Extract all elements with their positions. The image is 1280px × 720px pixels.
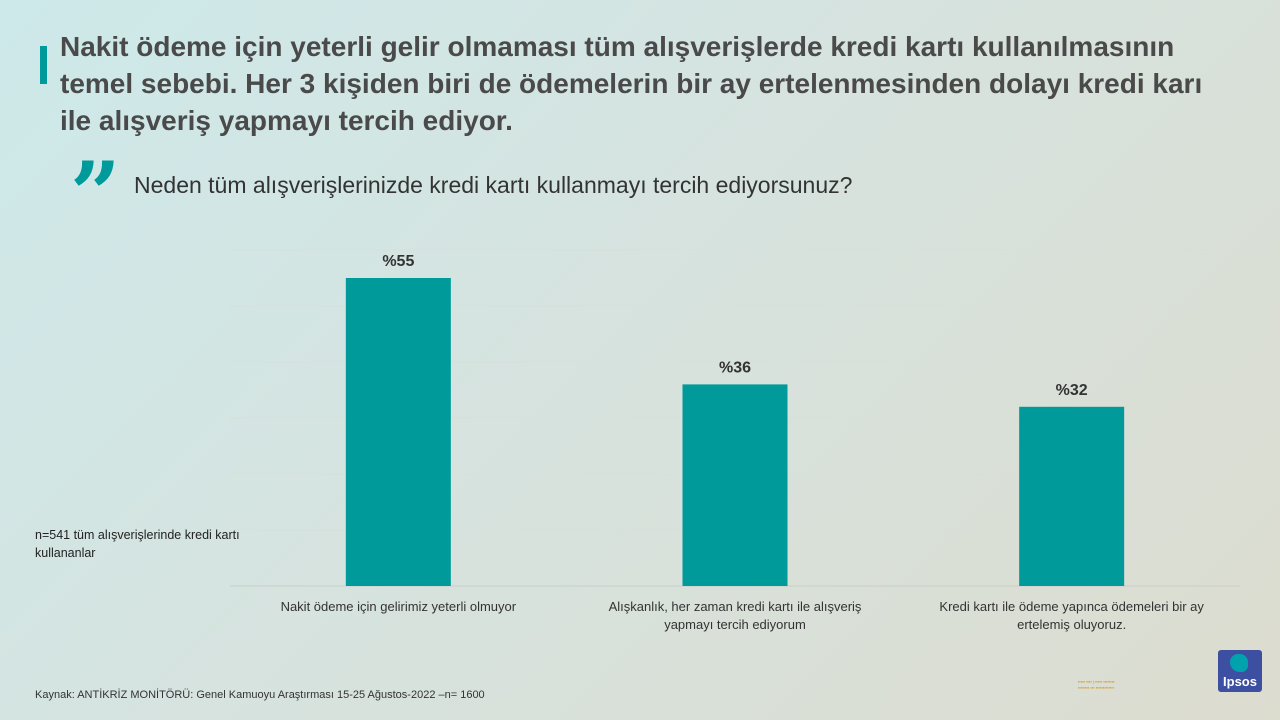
quote-icon: ” [70,142,121,246]
category-label: Nakit ödeme için gelirimiz yeterli olmuy… [281,599,517,614]
title-accent-bar [40,46,47,84]
bar [345,278,451,586]
logo-mark-icon [1230,654,1248,672]
source-note: Kaynak: ANTİKRİZ MONİTÖRÜ: Genel Kamuoyu… [35,689,485,701]
category-label: Alışkanlık, her zaman kredi kartı ile al… [609,599,862,614]
tiny-footer-note: ▪▪▪▪▪ ▪▪▪▪ | ▪▪▪▪▪ ▪▪▪▪▪▪▪▪ ▪▪▪▪▪▪▪▪ ▪▪▪ … [1078,679,1115,690]
bar [1019,406,1125,586]
category-label: Kredi kartı ile ödeme yapınca ödemeleri … [939,599,1204,614]
sample-note: n=541 tüm alışverişlerinde kredi kartı k… [35,528,240,560]
bar-value-label: %55 [382,253,414,270]
ipsos-logo: Ipsos [1218,650,1262,692]
category-label: ertelemiş oluyoruz. [1017,617,1126,632]
bar-value-label: %32 [1056,382,1088,399]
logo-text: Ipsos [1223,674,1257,689]
bar [682,384,788,586]
bar-value-label: %36 [719,359,751,376]
category-label: yapmayı tercih ediyorum [664,617,806,632]
page-title: Nakit ödeme için yeterli gelir olmaması … [60,31,1203,136]
survey-question: Neden tüm alışverişlerinizde kredi kartı… [134,172,853,198]
